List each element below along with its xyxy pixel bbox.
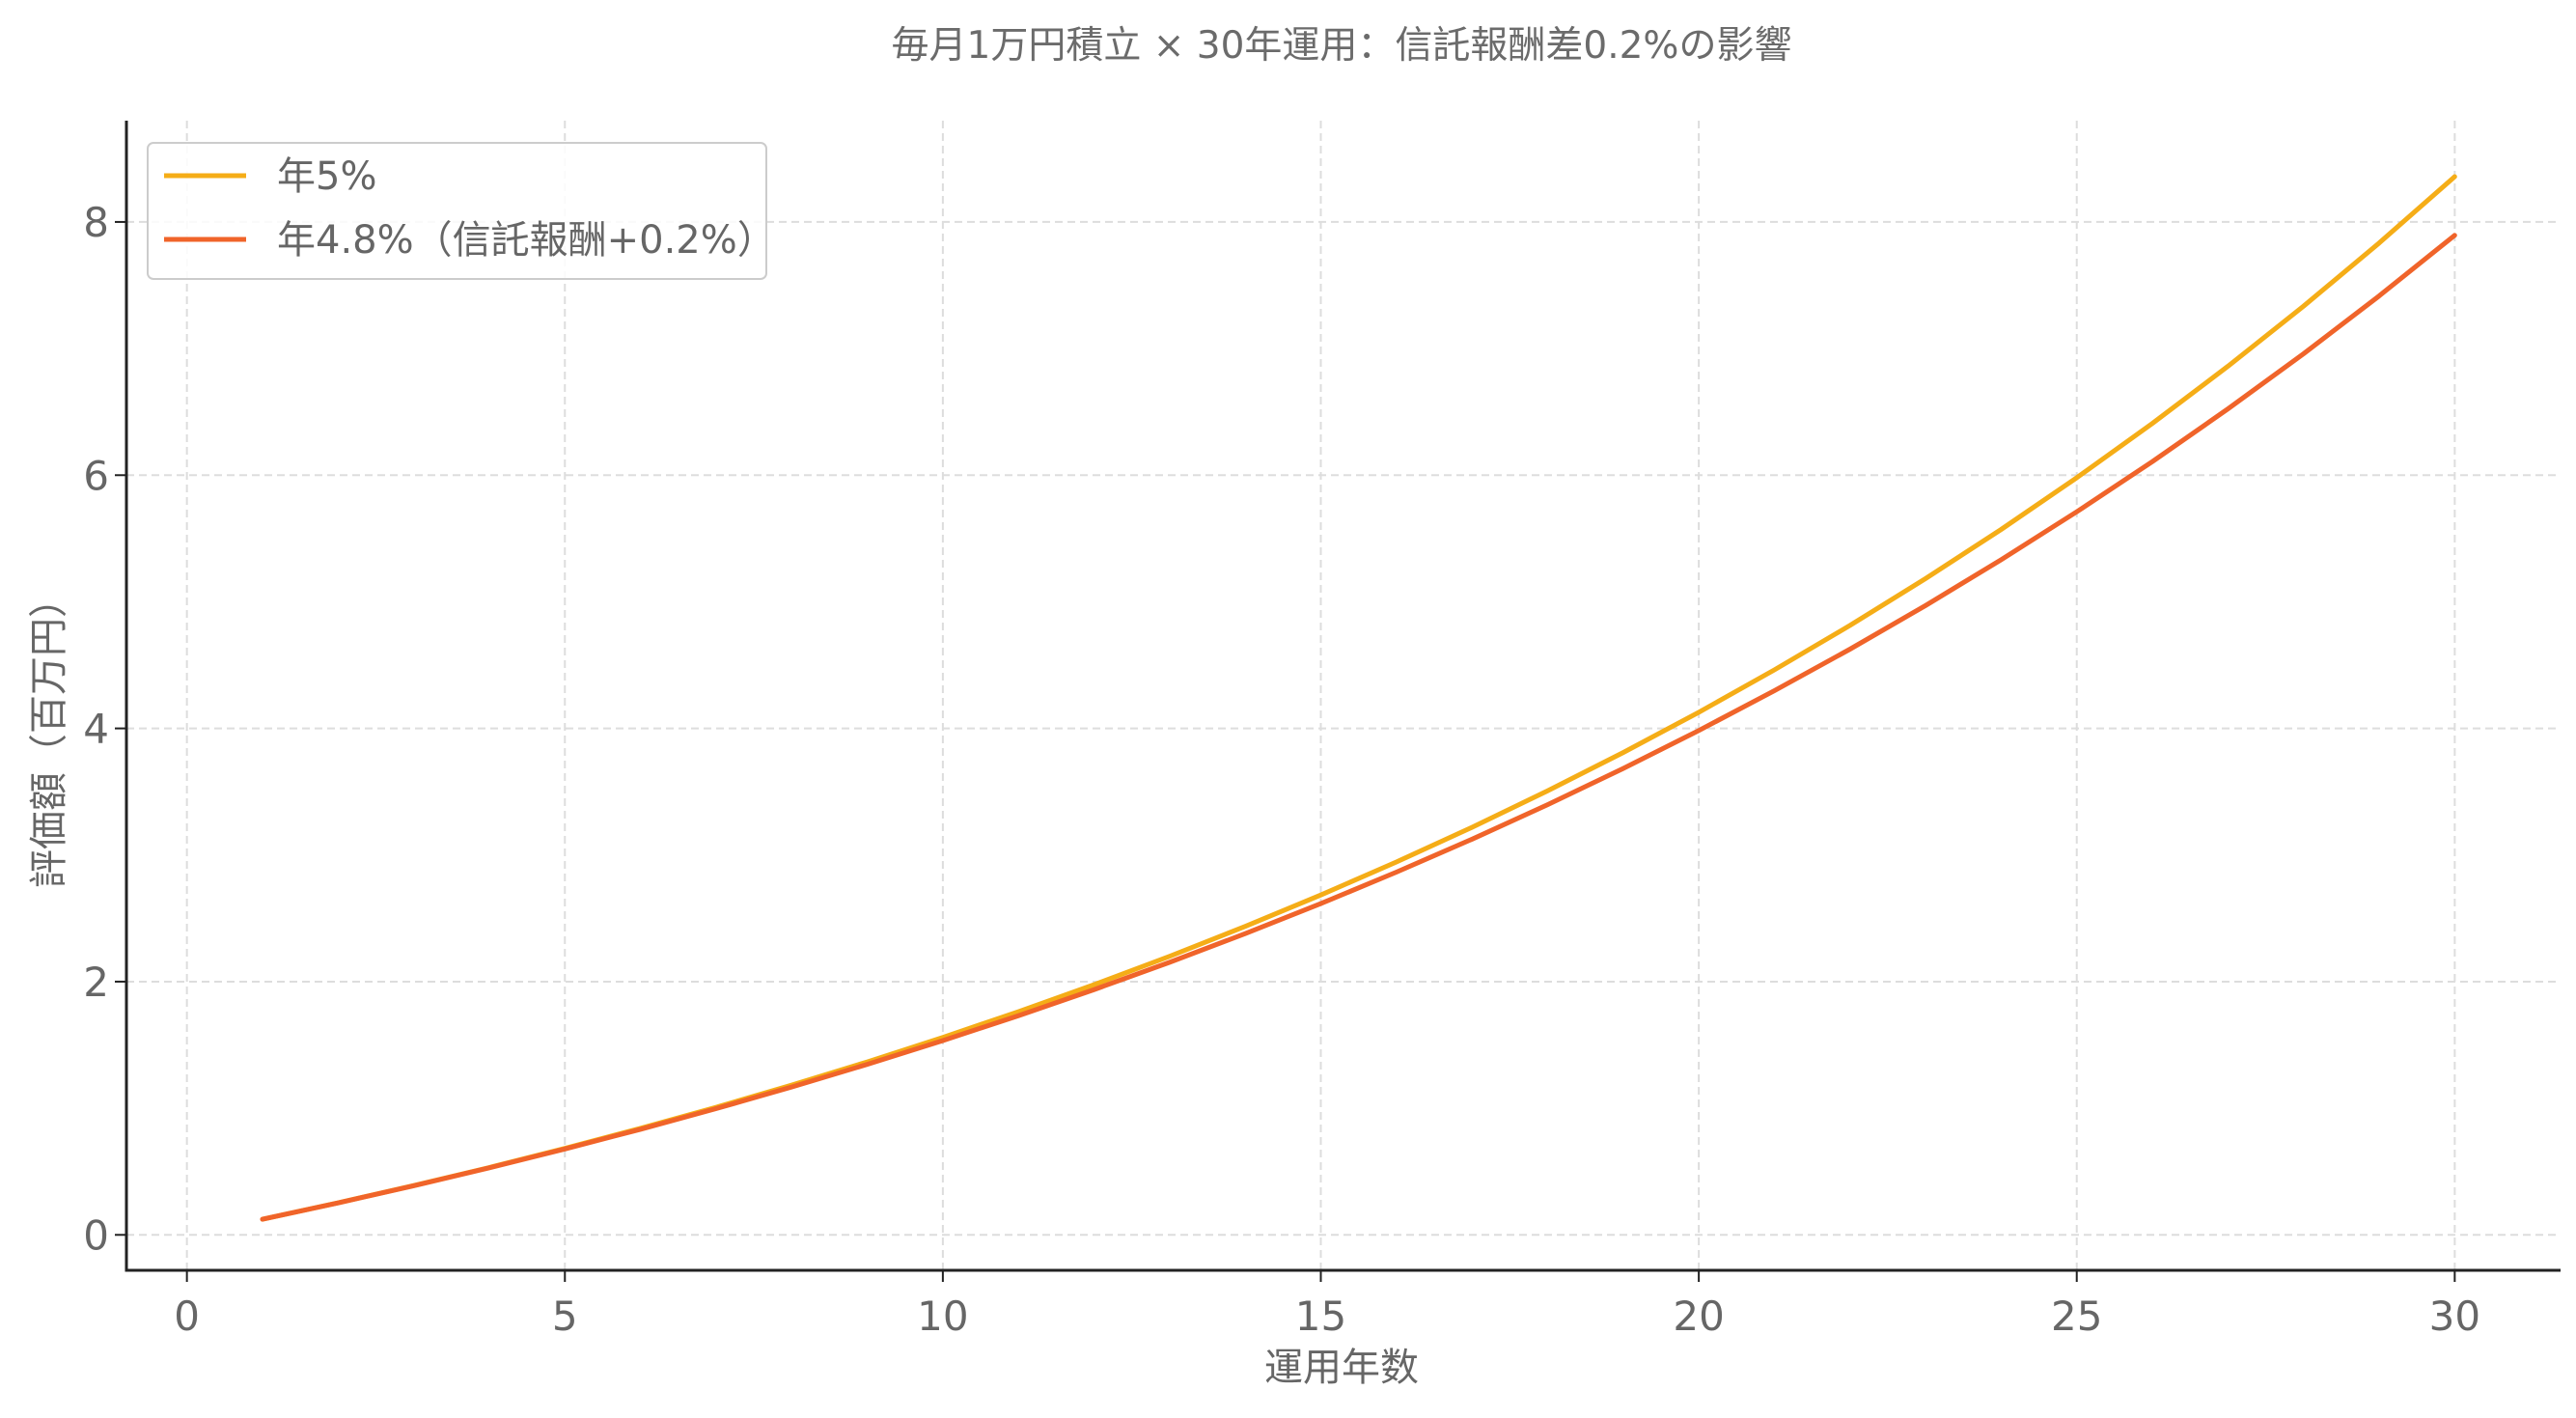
y-tick-label-8: 8 xyxy=(83,199,109,246)
y-tick-label-6: 6 xyxy=(83,452,109,499)
legend-frame xyxy=(147,142,767,280)
series-lines xyxy=(260,174,2457,1222)
series-line-1 xyxy=(260,233,2457,1222)
y-axis-label: 評価額（百万円） xyxy=(27,579,71,888)
legend-label-annual-4-8: 年4.8%（信託報酬+0.2%） xyxy=(277,218,776,263)
legend: 年5% 年4.8%（信託報酬+0.2%） xyxy=(147,142,776,280)
x-tick-label-0: 0 xyxy=(174,1293,200,1340)
y-tick-label-0: 0 xyxy=(83,1211,109,1259)
x-tick-label-25: 25 xyxy=(2051,1293,2102,1340)
x-tick-label-5: 5 xyxy=(552,1293,578,1340)
x-tick-label-15: 15 xyxy=(1295,1293,1346,1340)
x-tick-label-30: 30 xyxy=(2429,1293,2480,1340)
x-axis-ticks: 0 5 10 15 20 25 30 xyxy=(174,1270,2480,1340)
x-tick-label-10: 10 xyxy=(917,1293,968,1340)
y-axis-ticks: 0 2 4 6 8 xyxy=(83,199,126,1259)
x-axis-label: 運用年数 xyxy=(1264,1346,1419,1390)
y-tick-label-4: 4 xyxy=(83,706,109,753)
legend-label-annual-5: 年5% xyxy=(277,154,376,199)
chart-title: 毎月1万円積立 × 30年運用：信託報酬差0.2%の影響 xyxy=(892,24,1792,68)
series-line-0 xyxy=(260,174,2457,1222)
x-tick-label-20: 20 xyxy=(1673,1293,1724,1340)
grid xyxy=(126,121,2561,1270)
y-tick-label-2: 2 xyxy=(83,959,109,1006)
